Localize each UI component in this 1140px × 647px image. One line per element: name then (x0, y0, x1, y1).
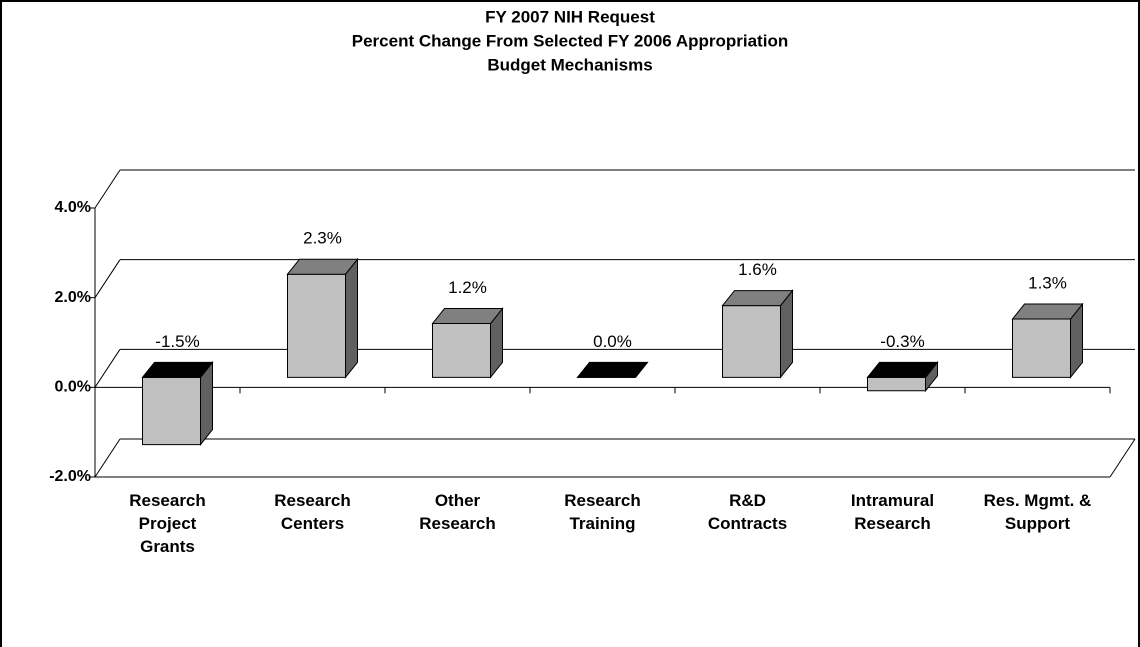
bar (866, 360, 939, 393)
y-tick-label: 4.0% (55, 199, 91, 216)
bar (141, 360, 214, 447)
bar-front (287, 273, 346, 378)
y-tick-label: -2.0% (49, 468, 91, 485)
data-label: -0.3% (880, 332, 924, 351)
bar (286, 257, 359, 379)
bar (1011, 302, 1084, 379)
bar-front (867, 376, 926, 392)
bar-top (576, 361, 649, 378)
chart-title: Budget Mechanisms (487, 55, 652, 74)
data-label: 1.3% (1028, 274, 1067, 293)
bar-front (142, 376, 201, 446)
x-tick-label: R&D Contracts (707, 491, 788, 533)
bar-front (1012, 318, 1071, 378)
floor-edge (1109, 438, 1136, 478)
x-tick-label: Research Project Grants (129, 491, 206, 556)
x-tick-label: Other Research (419, 491, 496, 533)
grid-line (94, 259, 121, 298)
x-tick-label: Res. Mgmt. & Support (983, 491, 1092, 533)
bar-front (722, 305, 781, 378)
data-label: 1.2% (448, 278, 487, 297)
bar-top (866, 361, 939, 378)
chart-title: FY 2007 NIH Request (485, 7, 655, 26)
bar-top (1011, 303, 1084, 320)
bar-top (721, 290, 794, 307)
grid-line (94, 438, 121, 478)
grid-line (94, 349, 121, 388)
data-label: -1.5% (155, 332, 199, 351)
grid-line (94, 169, 121, 209)
bar (721, 289, 794, 379)
data-label: 2.3% (303, 229, 342, 248)
data-label: 1.6% (738, 260, 777, 279)
bar-front (432, 323, 491, 378)
bar-top (141, 361, 214, 378)
bar (576, 361, 649, 378)
x-tick-label: Research Centers (274, 491, 351, 533)
bar-top (431, 308, 504, 325)
bar-top (286, 258, 359, 275)
chart-title: Percent Change From Selected FY 2006 App… (352, 31, 788, 50)
x-tick-label: Research Training (564, 491, 641, 533)
bar (431, 307, 504, 379)
bar-side (345, 257, 358, 379)
x-tick-label: Intramural Research (850, 491, 935, 533)
y-tick-label: 2.0% (55, 289, 91, 306)
y-tick-label: 0.0% (55, 379, 91, 396)
data-label: 0.0% (593, 332, 632, 351)
